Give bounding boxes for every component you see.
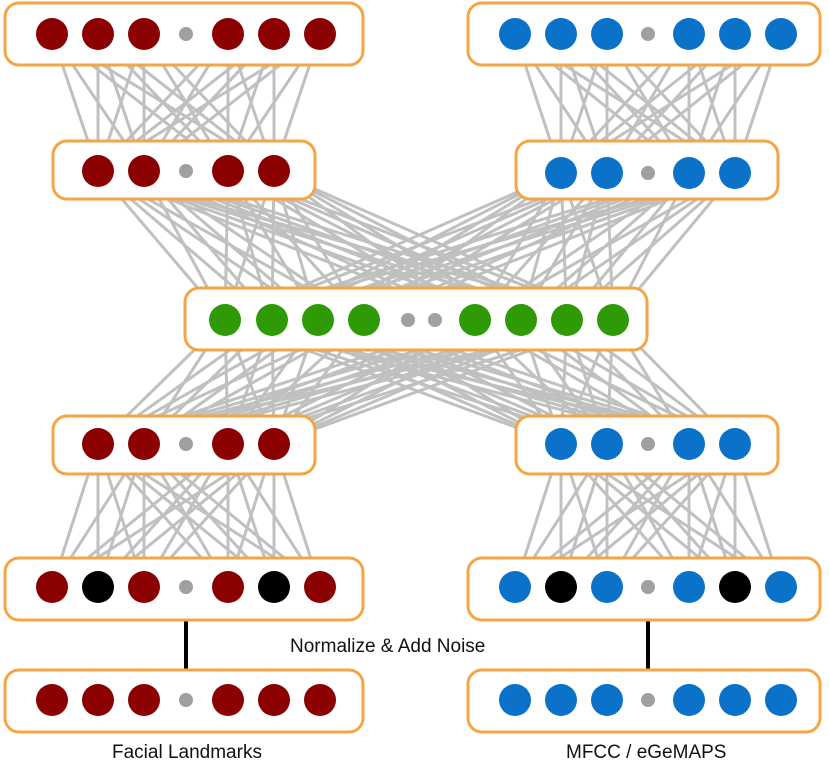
neuron-node [719, 684, 751, 716]
neuron-node [82, 684, 114, 716]
neuron-node [82, 155, 114, 187]
ellipsis-dot [641, 580, 655, 594]
neuron-node [545, 428, 577, 460]
neuron-node [128, 155, 160, 187]
layer-box-shared [183, 286, 649, 352]
neuron-node [499, 18, 531, 50]
neuron-node [256, 304, 288, 336]
ellipsis-dot [641, 437, 655, 451]
neuron-node [673, 157, 705, 189]
neuron-node [545, 18, 577, 50]
neuron-node [128, 428, 160, 460]
masked-node [719, 571, 751, 603]
neuron-node [258, 155, 290, 187]
neuron-node [673, 571, 705, 603]
facial-landmarks-label: Facial Landmarks [112, 742, 262, 763]
neuron-node [348, 304, 380, 336]
neuron-node [499, 684, 531, 716]
neuron-node [304, 18, 336, 50]
neuron-node [258, 18, 290, 50]
neuron-node [82, 428, 114, 460]
ellipsis-dot [179, 27, 193, 41]
neuron-node [765, 684, 797, 716]
neuron-node [36, 684, 68, 716]
neuron-node [499, 571, 531, 603]
neuron-node [36, 18, 68, 50]
ellipsis-dot [179, 580, 193, 594]
neuron-node [765, 571, 797, 603]
neuron-node [545, 157, 577, 189]
neuron-node [591, 18, 623, 50]
ellipsis-dot [641, 166, 655, 180]
neuron-node [591, 684, 623, 716]
neuron-node [719, 18, 751, 50]
neuron-node [212, 155, 244, 187]
neuron-node [304, 571, 336, 603]
neuron-node [505, 304, 537, 336]
neuron-node [258, 428, 290, 460]
neuron-node [209, 304, 241, 336]
neuron-node [128, 571, 160, 603]
neuron-node [673, 18, 705, 50]
ellipsis-dot [428, 313, 442, 327]
masked-node [82, 571, 114, 603]
neuron-node [591, 571, 623, 603]
ellipsis-dot [401, 313, 415, 327]
neuron-node [719, 157, 751, 189]
neuron-node [212, 684, 244, 716]
neuron-node [128, 18, 160, 50]
mfcc-egemaps-label: MFCC / eGeMAPS [566, 742, 727, 763]
masked-node [258, 571, 290, 603]
node-group [36, 18, 797, 716]
neuron-node [82, 18, 114, 50]
neuron-node [765, 18, 797, 50]
neuron-node [551, 304, 583, 336]
neuron-node [128, 684, 160, 716]
neuron-node [212, 428, 244, 460]
normalize-noise-label: Normalize & Add Noise [290, 636, 486, 657]
neuron-node [459, 304, 491, 336]
neuron-node [719, 428, 751, 460]
neuron-node [258, 684, 290, 716]
neuron-node [591, 428, 623, 460]
neuron-node [302, 304, 334, 336]
neuron-node [545, 684, 577, 716]
ellipsis-dot [179, 693, 193, 707]
neuron-node [597, 304, 629, 336]
ellipsis-dot [179, 164, 193, 178]
neuron-node [673, 684, 705, 716]
neuron-node [212, 571, 244, 603]
ellipsis-dot [641, 693, 655, 707]
neuron-node [36, 571, 68, 603]
ellipsis-dot [641, 27, 655, 41]
neuron-node [304, 684, 336, 716]
neuron-node [673, 428, 705, 460]
neuron-node [212, 18, 244, 50]
masked-node [545, 571, 577, 603]
neuron-node [591, 157, 623, 189]
ellipsis-dot [179, 437, 193, 451]
